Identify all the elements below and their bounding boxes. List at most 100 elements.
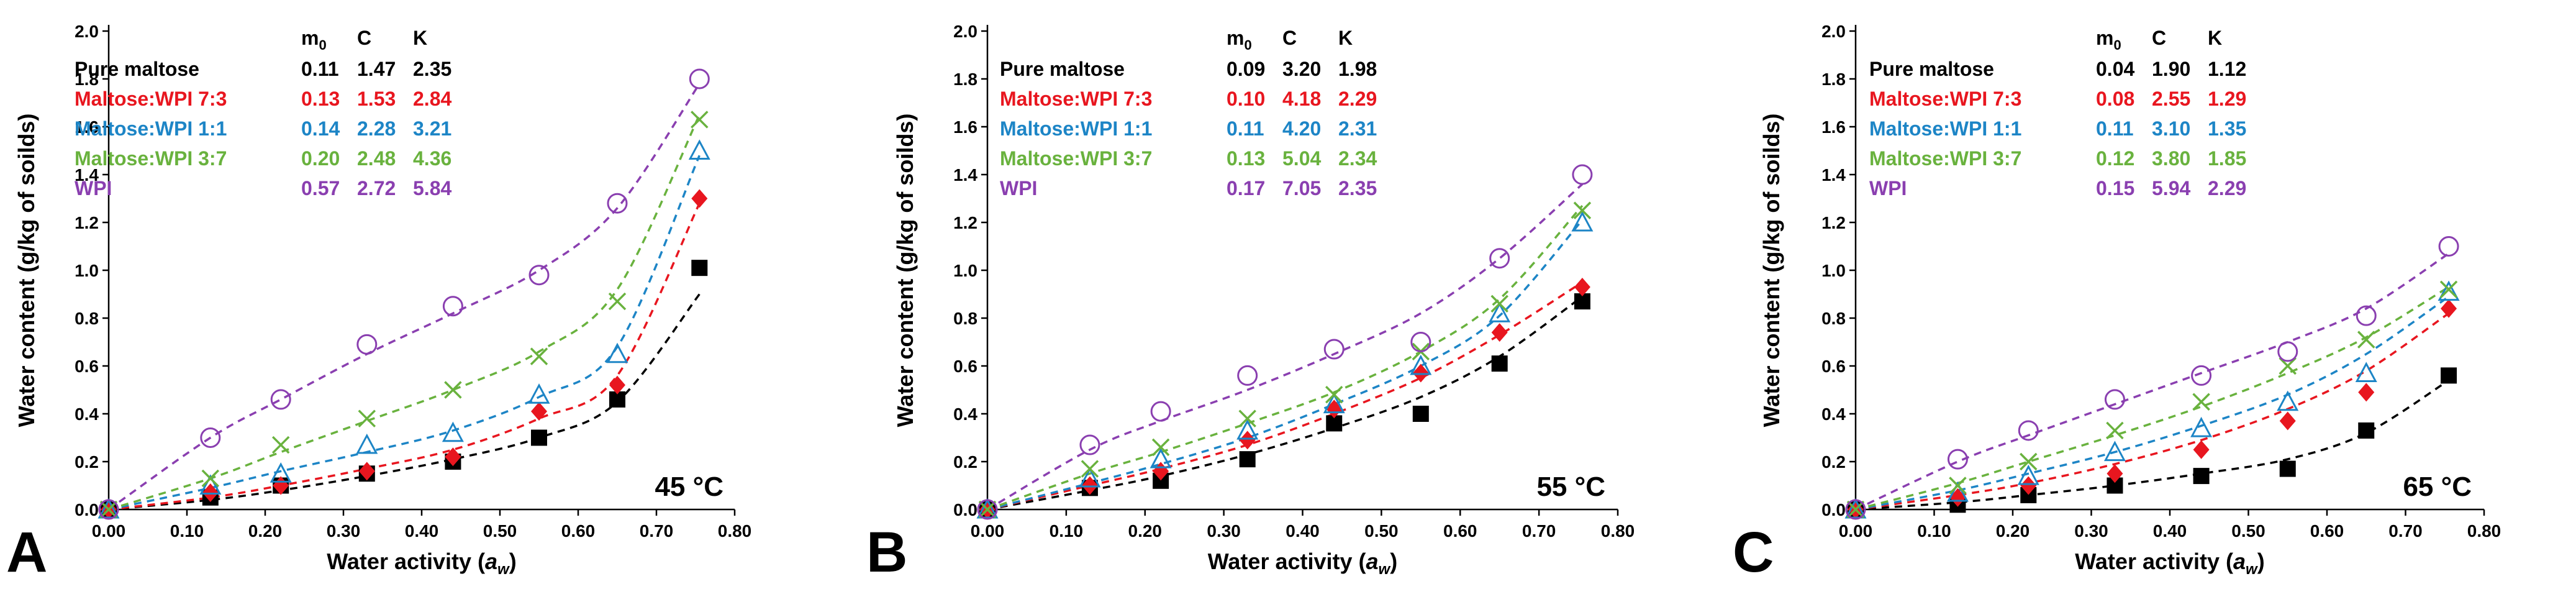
data-point-maltose_wpi_7_3	[358, 462, 375, 481]
legend-series-name: Pure maltose	[1000, 58, 1125, 80]
data-point-maltose_wpi_7_3	[531, 402, 547, 421]
data-point-maltose_wpi_3_7	[978, 500, 997, 519]
temperature-label: 65 °C	[2403, 472, 2472, 502]
fit-curve-pure_maltose	[1855, 379, 2450, 511]
legend-c-value: 7.05	[1282, 177, 1321, 199]
data-point-pure_maltose	[2193, 468, 2210, 485]
legend-m0-value: 0.08	[2096, 88, 2134, 110]
y-tick-label: 1.6	[75, 117, 99, 137]
data-point-maltose_wpi_3_7	[2106, 421, 2124, 440]
data-point-maltose_wpi_1_1	[976, 498, 999, 519]
x-tick-label: 0.80	[1601, 521, 1635, 541]
data-point-maltose_wpi_3_7	[691, 111, 709, 129]
y-tick-label: 2.0	[1821, 22, 1846, 41]
x-tick-label: 0.80	[718, 521, 752, 541]
data-point-maltose_wpi_7_3	[2193, 440, 2210, 459]
legend-m0-value: 0.09	[1227, 58, 1265, 80]
legend-m0-value: 0.13	[1227, 147, 1265, 170]
y-tick-label: 1.8	[75, 70, 99, 89]
y-tick-label: 2.0	[75, 22, 99, 41]
y-tick-label: 0.6	[953, 357, 977, 376]
x-tick-label: 0.40	[405, 521, 439, 541]
data-point-maltose_wpi_3_7	[1949, 477, 1967, 495]
y-tick-label: 0.2	[75, 452, 99, 472]
data-point-wpi	[1572, 164, 1593, 185]
legend-k-value: 2.34	[1338, 147, 1377, 170]
legend-series-name: Pure maltose	[1869, 58, 1994, 80]
legend-k-value: 1.98	[1338, 58, 1377, 80]
legend-series-name: Maltose:WPI 3:7	[75, 147, 227, 170]
data-point-maltose_wpi_1_1	[270, 462, 292, 483]
data-point-maltose_wpi_3_7	[201, 469, 220, 488]
data-point-maltose_wpi_1_1	[1323, 393, 1345, 414]
legend-c-value: 4.20	[1282, 117, 1321, 140]
data-point-maltose_wpi_3_7	[1490, 294, 1508, 313]
legend-c-value: 2.48	[357, 147, 396, 170]
y-tick-label: 0.6	[1821, 357, 1846, 376]
legend-k-value: 1.29	[2208, 88, 2246, 110]
table-header-m0: m0	[2096, 27, 2121, 53]
data-point-maltose_wpi_1_1	[2190, 416, 2213, 437]
legend-c-value: 2.72	[357, 177, 396, 199]
legend-m0-value: 0.04	[2096, 58, 2134, 80]
legend-m0-value: 0.15	[2096, 177, 2134, 199]
fit-curve-wpi	[107, 83, 701, 511]
data-point-maltose_wpi_1_1	[1489, 302, 1511, 322]
data-point-wpi	[1237, 365, 1258, 386]
data-point-wpi	[2018, 420, 2039, 441]
y-tick-label: 1.4	[953, 165, 977, 185]
data-point-maltose_wpi_1_1	[2103, 441, 2126, 462]
legend-m0-value: 0.57	[301, 177, 340, 199]
y-tick-label: 1.2	[1821, 213, 1846, 232]
legend-series-name: Maltose:WPI 7:3	[1000, 88, 1152, 110]
y-axis-label: Water content (g/kg of soilds)	[14, 114, 39, 427]
fit-curve-maltose_wpi_3_7	[1855, 286, 2450, 511]
y-tick-label: 1.8	[1821, 70, 1846, 89]
x-tick-label: 0.20	[1128, 521, 1163, 541]
panel-c: C 0.0 0.2 0.4 0.6 0.8 1.0 1.2 1.4 1.6 1.8 2.0 0.00 0.…	[1733, 22, 2501, 584]
fit-curve-maltose_wpi_3_7	[108, 114, 701, 511]
data-point-maltose_wpi_7_3	[1239, 431, 1256, 450]
fit-curve-maltose_wpi_7_3	[1855, 312, 2450, 511]
data-point-maltose_wpi_1_1	[1571, 211, 1594, 232]
x-tick-label: 0.50	[1364, 521, 1399, 541]
data-point-wpi	[442, 296, 463, 317]
data-point-wpi	[1845, 499, 1866, 520]
panel-letter: B	[866, 521, 907, 584]
legend-c-value: 5.94	[2152, 177, 2190, 199]
x-axis-label: Water activity (aw)	[2075, 549, 2264, 578]
legend-c-value: 3.20	[1282, 58, 1321, 80]
data-point-maltose_wpi_3_7	[271, 436, 290, 454]
fit-curve-wpi	[987, 183, 1584, 511]
data-point-maltose_wpi_3_7	[2357, 331, 2375, 349]
data-point-pure_maltose	[1491, 355, 1508, 372]
y-tick-label: 1.2	[75, 213, 99, 232]
x-tick-label: 0.20	[1996, 521, 2030, 541]
data-point-maltose_wpi_3_7	[358, 409, 376, 427]
table-header-m0: m0	[1227, 27, 1252, 53]
data-point-maltose_wpi_3_7	[1238, 409, 1256, 427]
x-tick-label: 0.20	[248, 521, 283, 541]
legend-series-name: Maltose:WPI 3:7	[1000, 147, 1152, 170]
legend-series-name: Pure maltose	[75, 58, 199, 80]
data-point-wpi	[2277, 341, 2298, 362]
legend-m0-value: 0.14	[301, 117, 340, 140]
data-point-maltose_wpi_3_7	[2439, 280, 2458, 299]
data-point-maltose_wpi_1_1	[2438, 280, 2460, 301]
data-point-maltose_wpi_3_7	[530, 347, 548, 365]
y-tick-label: 1.6	[1821, 117, 1846, 137]
data-point-wpi	[1323, 339, 1345, 360]
legend-m0-value: 0.10	[1227, 88, 1265, 110]
y-tick-label: 0.8	[1821, 309, 1846, 328]
data-point-maltose_wpi_3_7	[1846, 500, 1865, 519]
y-tick-label: 1.2	[953, 213, 977, 232]
fit-curve-maltose_wpi_1_1	[108, 155, 701, 511]
x-tick-label: 0.10	[1917, 521, 1951, 541]
legend-series-name: Maltose:WPI 7:3	[1869, 88, 2021, 110]
y-tick-label: 1.4	[1821, 165, 1846, 185]
y-tick-label: 0.8	[953, 309, 977, 328]
data-point-maltose_wpi_1_1	[606, 342, 628, 363]
data-point-maltose_wpi_3_7	[1081, 460, 1099, 478]
data-point-wpi	[270, 389, 291, 410]
